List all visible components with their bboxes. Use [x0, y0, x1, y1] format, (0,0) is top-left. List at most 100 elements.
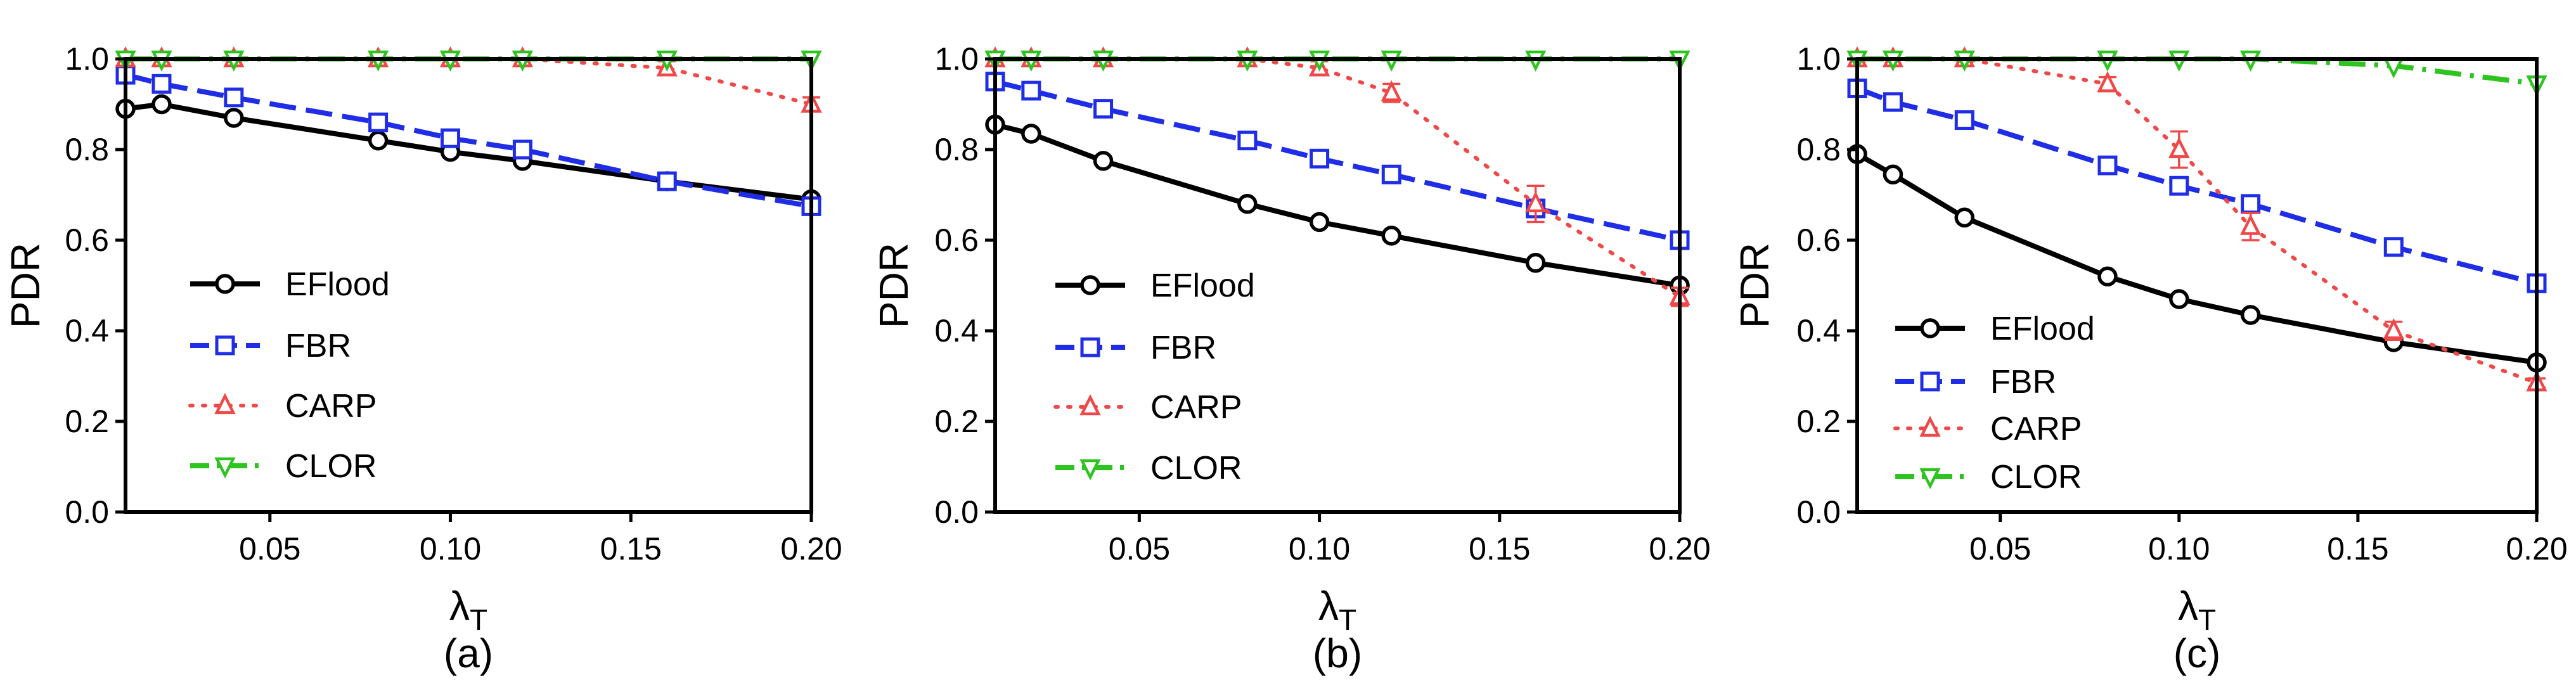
x-axis-label: λT	[2178, 583, 2216, 636]
series-fbr	[985, 72, 1690, 250]
chart-panel-2: 0.0 0.2 0.4 0.6 0.8 1.0 0.05 0.10 0.15 0.20 PDR λT(…	[871, 41, 1711, 676]
legend-label-carp: CARP	[1150, 389, 1242, 426]
data-point-eflood	[151, 94, 172, 115]
data-point-eflood	[224, 108, 244, 128]
legend-marker-eflood	[1080, 275, 1100, 295]
legend-marker-eflood	[215, 274, 235, 294]
y-tick-label: 0.8	[65, 132, 109, 167]
y-tick-label: 0.4	[1796, 313, 1841, 349]
panel-label: (c)	[2174, 631, 2221, 676]
legend-label-eflood: EFlood	[1990, 311, 2095, 347]
x-tick-label: 0.15	[600, 531, 662, 567]
data-point-fbr	[2241, 194, 2261, 214]
x-tick-label: 0.20	[2506, 531, 2567, 567]
data-point-fbr	[657, 171, 677, 191]
y-tick-label: 0.8	[934, 132, 979, 167]
chart-panel-3: 0.0 0.2 0.4 0.6 0.8 1.0 0.05 0.10 0.15 0.20 PDR λT(…	[1732, 41, 2568, 676]
x-tick-label: 0.10	[420, 531, 481, 567]
data-point-eflood	[1309, 212, 1330, 233]
data-point-fbr	[1883, 92, 1903, 112]
x-tick-label: 0.15	[2327, 531, 2388, 567]
data-point-eflood	[1525, 253, 1546, 273]
data-point-eflood	[2169, 289, 2189, 309]
x-tick-label: 0.05	[239, 531, 300, 567]
data-point-fbr	[441, 128, 461, 148]
y-axis-label: PDR	[1732, 243, 1777, 328]
x-tick-label: 0.10	[2148, 531, 2210, 567]
data-point-eflood	[1093, 151, 1114, 171]
series-eflood	[985, 114, 1690, 296]
series-line-fbr	[1856, 86, 2537, 286]
legend-label-fbr: FBR	[285, 328, 351, 364]
legend-label-eflood: EFlood	[1150, 267, 1255, 304]
y-tick-label: 0.6	[934, 222, 979, 258]
data-point-fbr	[1237, 131, 1258, 151]
legend-label-clor: CLOR	[1990, 459, 2082, 496]
data-point-fbr	[1381, 164, 1401, 184]
y-tick-label: 1.0	[65, 41, 109, 77]
data-point-eflood	[1021, 124, 1041, 144]
legend-marker-carp	[1079, 394, 1101, 416]
legend-label-carp: CARP	[285, 388, 377, 425]
x-tick-label: 0.15	[1469, 531, 1530, 567]
y-tick-label: 0.6	[65, 222, 109, 258]
y-tick-label: 0.4	[65, 313, 109, 349]
data-point-eflood	[2240, 305, 2261, 325]
data-point-eflood	[368, 130, 389, 151]
plot-frame	[124, 57, 813, 514]
legend-marker-fbr	[1080, 337, 1100, 357]
legend-marker-fbr	[1920, 371, 1940, 392]
plot-frame	[993, 57, 1682, 514]
legend-marker-carp	[214, 392, 236, 414]
x-tick-label: 0.20	[780, 531, 842, 567]
y-tick-label: 0.2	[65, 404, 109, 439]
y-tick-label: 0.0	[1796, 494, 1841, 530]
data-point-eflood	[1237, 194, 1258, 214]
legend-label-carp: CARP	[1990, 411, 2082, 447]
chart-panel-1: 0.0 0.2 0.4 0.6 0.8 1.0 0.05 0.10 0.15 0.20 PDR λT(…	[3, 41, 842, 676]
x-axis-label: λT	[449, 583, 487, 636]
series-line-fbr	[125, 72, 812, 209]
legend-label-eflood: EFlood	[285, 266, 390, 303]
y-tick-label: 0.2	[934, 404, 979, 439]
data-point-fbr	[2097, 155, 2118, 176]
series-fbr	[115, 65, 821, 216]
legend-marker-eflood	[1920, 318, 1940, 338]
legend-marker-clor	[1079, 459, 1101, 481]
legend: EFlood FBR CARP CLOR	[1053, 267, 1255, 487]
data-point-eflood	[1883, 164, 1903, 185]
series-line-eflood	[1856, 151, 2537, 365]
data-point-eflood	[1381, 226, 1402, 246]
y-tick-label: 1.0	[1796, 41, 1841, 77]
legend-label-clor: CLOR	[1150, 450, 1242, 487]
data-point-fbr	[512, 139, 532, 160]
data-point-fbr	[1093, 99, 1114, 119]
y-axis-label: PDR	[871, 243, 917, 328]
data-point-carp	[2168, 136, 2190, 158]
y-tick-label: 0.0	[65, 494, 109, 530]
x-tick-label: 0.10	[1289, 531, 1350, 567]
data-point-carp	[1524, 191, 1547, 213]
y-tick-label: 0.2	[1796, 404, 1841, 439]
legend: EFlood FBR CARP CLOR	[1893, 311, 2095, 496]
data-point-carp	[2383, 317, 2404, 340]
y-axis-label: PDR	[3, 243, 48, 328]
data-point-fbr	[224, 87, 244, 108]
data-point-fbr	[2383, 237, 2404, 257]
y-tick-label: 1.0	[934, 41, 979, 77]
data-point-carp	[2239, 214, 2262, 235]
legend-marker-clor	[214, 457, 236, 479]
plot-frame	[1855, 57, 2539, 514]
data-point-fbr	[1021, 80, 1041, 101]
legend-marker-clor	[1919, 468, 1941, 490]
data-point-carp	[1381, 80, 1402, 101]
legend-label-fbr: FBR	[1990, 364, 2056, 400]
legend-marker-fbr	[215, 335, 235, 356]
data-point-fbr	[151, 74, 172, 94]
data-point-fbr	[2169, 176, 2189, 196]
series-line-fbr	[995, 79, 1680, 243]
y-tick-label: 0.4	[934, 313, 979, 349]
series-line-eflood	[995, 122, 1680, 288]
